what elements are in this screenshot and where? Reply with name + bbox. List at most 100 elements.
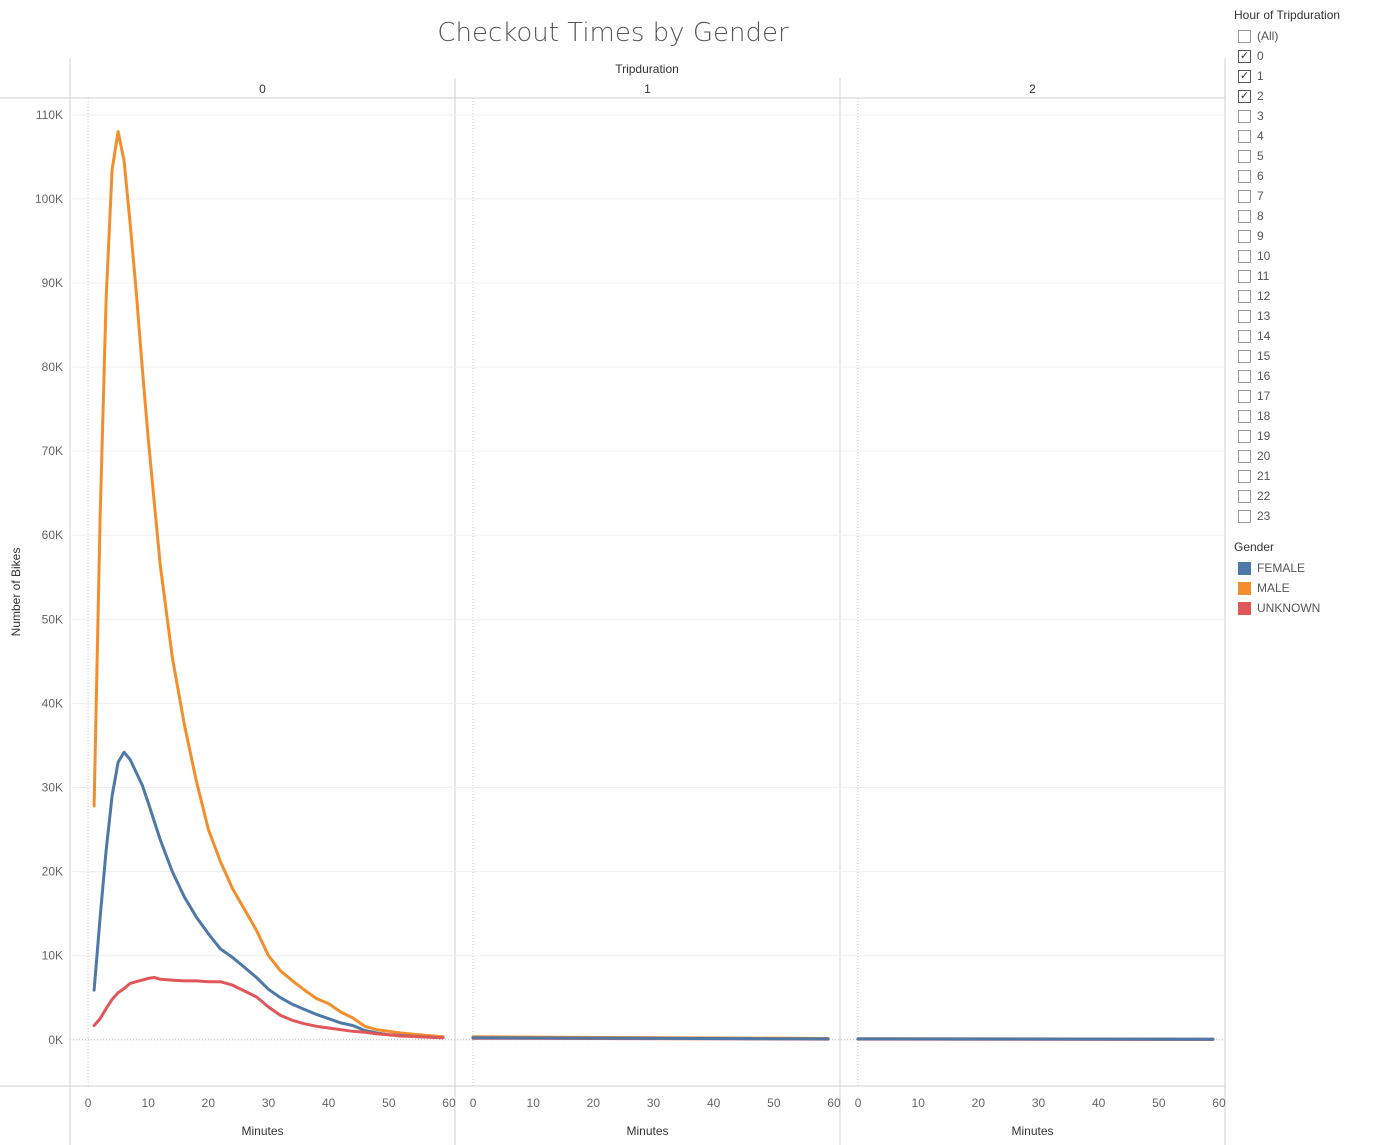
filter-item[interactable]: 15 xyxy=(1238,346,1278,366)
x-tick-label: 10 xyxy=(142,1096,156,1110)
filter-item-label: 21 xyxy=(1257,469,1271,483)
filter-item-label: 6 xyxy=(1257,169,1264,183)
column-field-header: Tripduration xyxy=(615,62,679,76)
y-tick-label: 40K xyxy=(42,696,63,710)
series-line-female xyxy=(471,1036,830,1041)
gender-legend: FEMALE MALE UNKNOWN xyxy=(1238,558,1320,618)
x-tick-label: 50 xyxy=(767,1096,781,1110)
filter-item[interactable]: 17 xyxy=(1238,386,1278,406)
filter-item-label: 14 xyxy=(1257,329,1271,343)
x-tick-label: 40 xyxy=(707,1096,721,1110)
filter-item[interactable]: 22 xyxy=(1238,486,1278,506)
y-tick-label: 90K xyxy=(42,276,63,290)
legend-item-label: FEMALE xyxy=(1257,561,1306,575)
filter-item-label: 11 xyxy=(1257,269,1270,283)
filter-item-label: 16 xyxy=(1257,369,1271,383)
legend-item[interactable]: FEMALE xyxy=(1238,558,1320,578)
filter-item[interactable]: 21 xyxy=(1238,466,1278,486)
x-tick-label: 0 xyxy=(470,1096,477,1110)
legend-item[interactable]: UNKNOWN xyxy=(1238,598,1320,618)
x-tick-label: 60 xyxy=(442,1096,456,1110)
x-tick-label: 40 xyxy=(322,1096,336,1110)
filter-item[interactable]: 11 xyxy=(1238,266,1278,286)
filter-checkbox[interactable] xyxy=(1238,309,1251,323)
filter-item[interactable]: 23 xyxy=(1238,506,1278,526)
chart-title: Checkout Times by Gender xyxy=(437,18,789,48)
filter-item[interactable]: 4 xyxy=(1238,126,1278,146)
filter-checkbox[interactable] xyxy=(1238,109,1251,123)
legend-item-label: MALE xyxy=(1257,581,1290,595)
x-tick-label: 10 xyxy=(527,1096,541,1110)
filter-item[interactable]: 20 xyxy=(1238,446,1278,466)
filter-item[interactable]: 3 xyxy=(1238,106,1278,126)
filter-checkbox[interactable] xyxy=(1238,389,1251,403)
filter-item[interactable]: 5 xyxy=(1238,146,1278,166)
filter-checkbox[interactable]: ✓ xyxy=(1238,89,1251,103)
x-tick-label: 20 xyxy=(587,1096,601,1110)
filter-item[interactable]: 19 xyxy=(1238,426,1278,446)
x-axis-title: Minutes xyxy=(1011,1124,1053,1138)
filter-checkbox[interactable] xyxy=(1238,149,1251,163)
filter-item[interactable]: 10 xyxy=(1238,246,1278,266)
filter-checkbox[interactable] xyxy=(1238,509,1251,523)
filter-item[interactable]: 12 xyxy=(1238,286,1278,306)
filter-checkbox[interactable] xyxy=(1238,449,1251,463)
filter-checkbox[interactable] xyxy=(1238,209,1251,223)
filter-item-label: 13 xyxy=(1257,309,1271,323)
filter-checkbox[interactable] xyxy=(1238,229,1251,243)
filter-checkbox[interactable] xyxy=(1238,489,1251,503)
filter-item-label: 3 xyxy=(1257,109,1264,123)
legend-item-label: UNKNOWN xyxy=(1257,601,1321,615)
filter-item[interactable]: ✓ 2 xyxy=(1238,86,1278,106)
legend-item[interactable]: MALE xyxy=(1238,578,1320,598)
x-tick-label: 0 xyxy=(85,1096,92,1110)
filter-item[interactable]: 9 xyxy=(1238,226,1278,246)
x-tick-label: 30 xyxy=(262,1096,276,1110)
filter-checkbox[interactable] xyxy=(1238,169,1251,183)
filter-item-label: 15 xyxy=(1257,349,1271,363)
x-axis-title: Minutes xyxy=(626,1124,668,1138)
legend-swatch xyxy=(1238,581,1251,595)
filter-checkbox[interactable] xyxy=(1238,289,1251,303)
filter-item[interactable]: 8 xyxy=(1238,206,1278,226)
y-axis-ticks: 0K 10K 20K 30K 40K 50K 60K 70K 80K 90K 100K 110K xyxy=(35,108,63,1047)
filter-checkbox[interactable] xyxy=(1238,29,1251,43)
filter-checkbox[interactable] xyxy=(1238,409,1251,423)
filter-checkbox[interactable] xyxy=(1238,269,1251,283)
panel-header: 1 xyxy=(644,82,651,96)
filter-checkbox[interactable] xyxy=(1238,329,1251,343)
filter-checkbox[interactable] xyxy=(1238,189,1251,203)
filter-checkbox[interactable] xyxy=(1238,349,1251,363)
filter-checkbox[interactable] xyxy=(1238,469,1251,483)
filter-item[interactable]: 6 xyxy=(1238,166,1278,186)
filter-checkbox[interactable]: ✓ xyxy=(1238,69,1251,83)
series-line-unknown xyxy=(92,976,445,1040)
filter-item[interactable]: 18 xyxy=(1238,406,1278,426)
filter-item-label: 0 xyxy=(1257,49,1264,63)
x-tick-label: 50 xyxy=(1152,1096,1166,1110)
hour-filter: (All) ✓ 0 ✓ 1 ✓ 2 3 4 5 6 7 8 9 10 11 12 13 14 15 16 17 18 19 20… xyxy=(1238,26,1278,526)
y-tick-label: 70K xyxy=(42,444,63,458)
x-tick-label: 40 xyxy=(1092,1096,1106,1110)
filter-checkbox[interactable] xyxy=(1238,429,1251,443)
filter-item-label: 9 xyxy=(1257,229,1264,243)
y-tick-label: 50K xyxy=(42,612,63,626)
filter-item-label: 18 xyxy=(1257,409,1271,423)
filter-item[interactable]: 7 xyxy=(1238,186,1278,206)
filter-item[interactable]: 13 xyxy=(1238,306,1278,326)
filter-checkbox[interactable] xyxy=(1238,249,1251,263)
filter-checkbox[interactable]: ✓ xyxy=(1238,49,1251,63)
filter-checkbox[interactable] xyxy=(1238,369,1251,383)
filter-item[interactable]: ✓ 1 xyxy=(1238,66,1278,86)
y-tick-label: 10K xyxy=(42,949,63,963)
filter-item[interactable]: 16 xyxy=(1238,366,1278,386)
panel-header: 0 xyxy=(259,82,266,96)
filter-item[interactable]: ✓ 0 xyxy=(1238,46,1278,66)
filter-item[interactable]: (All) xyxy=(1238,26,1278,46)
x-tick-label: 30 xyxy=(1032,1096,1046,1110)
filter-item[interactable]: 14 xyxy=(1238,326,1278,346)
filter-checkbox[interactable] xyxy=(1238,129,1251,143)
x-tick-label: 60 xyxy=(1212,1096,1226,1110)
